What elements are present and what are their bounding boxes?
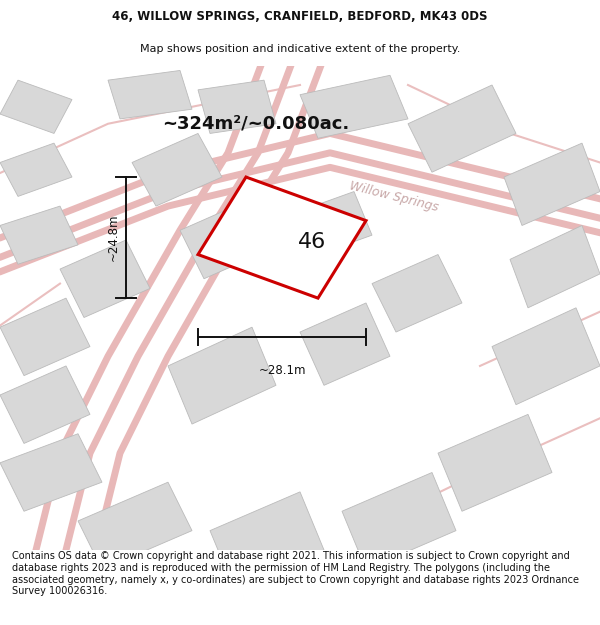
Text: 46, WILLOW SPRINGS, CRANFIELD, BEDFORD, MK43 0DS: 46, WILLOW SPRINGS, CRANFIELD, BEDFORD, … xyxy=(112,10,488,23)
Polygon shape xyxy=(510,226,600,308)
Polygon shape xyxy=(78,482,192,569)
Polygon shape xyxy=(300,75,408,138)
Polygon shape xyxy=(0,298,90,376)
Polygon shape xyxy=(0,206,78,264)
Polygon shape xyxy=(342,472,456,569)
Polygon shape xyxy=(198,80,276,133)
Polygon shape xyxy=(0,434,102,511)
Text: 46: 46 xyxy=(298,232,326,253)
Polygon shape xyxy=(132,133,222,206)
Text: ~24.8m: ~24.8m xyxy=(106,214,119,261)
Polygon shape xyxy=(408,85,516,172)
Text: Willow Springs: Willow Springs xyxy=(348,179,440,214)
Polygon shape xyxy=(0,80,72,133)
Polygon shape xyxy=(438,414,552,511)
Polygon shape xyxy=(60,240,150,318)
Polygon shape xyxy=(504,143,600,226)
Text: ~324m²/~0.080ac.: ~324m²/~0.080ac. xyxy=(162,115,349,132)
Polygon shape xyxy=(0,366,90,444)
Polygon shape xyxy=(300,191,372,254)
Polygon shape xyxy=(198,177,366,298)
Polygon shape xyxy=(210,492,324,589)
Polygon shape xyxy=(492,308,600,405)
Text: Map shows position and indicative extent of the property.: Map shows position and indicative extent… xyxy=(140,44,460,54)
Text: ~28.1m: ~28.1m xyxy=(258,364,306,376)
Polygon shape xyxy=(180,201,270,279)
Polygon shape xyxy=(0,143,72,196)
Polygon shape xyxy=(108,71,192,119)
Polygon shape xyxy=(300,303,390,385)
Polygon shape xyxy=(372,254,462,332)
Text: Contains OS data © Crown copyright and database right 2021. This information is : Contains OS data © Crown copyright and d… xyxy=(12,551,579,596)
Polygon shape xyxy=(168,328,276,424)
